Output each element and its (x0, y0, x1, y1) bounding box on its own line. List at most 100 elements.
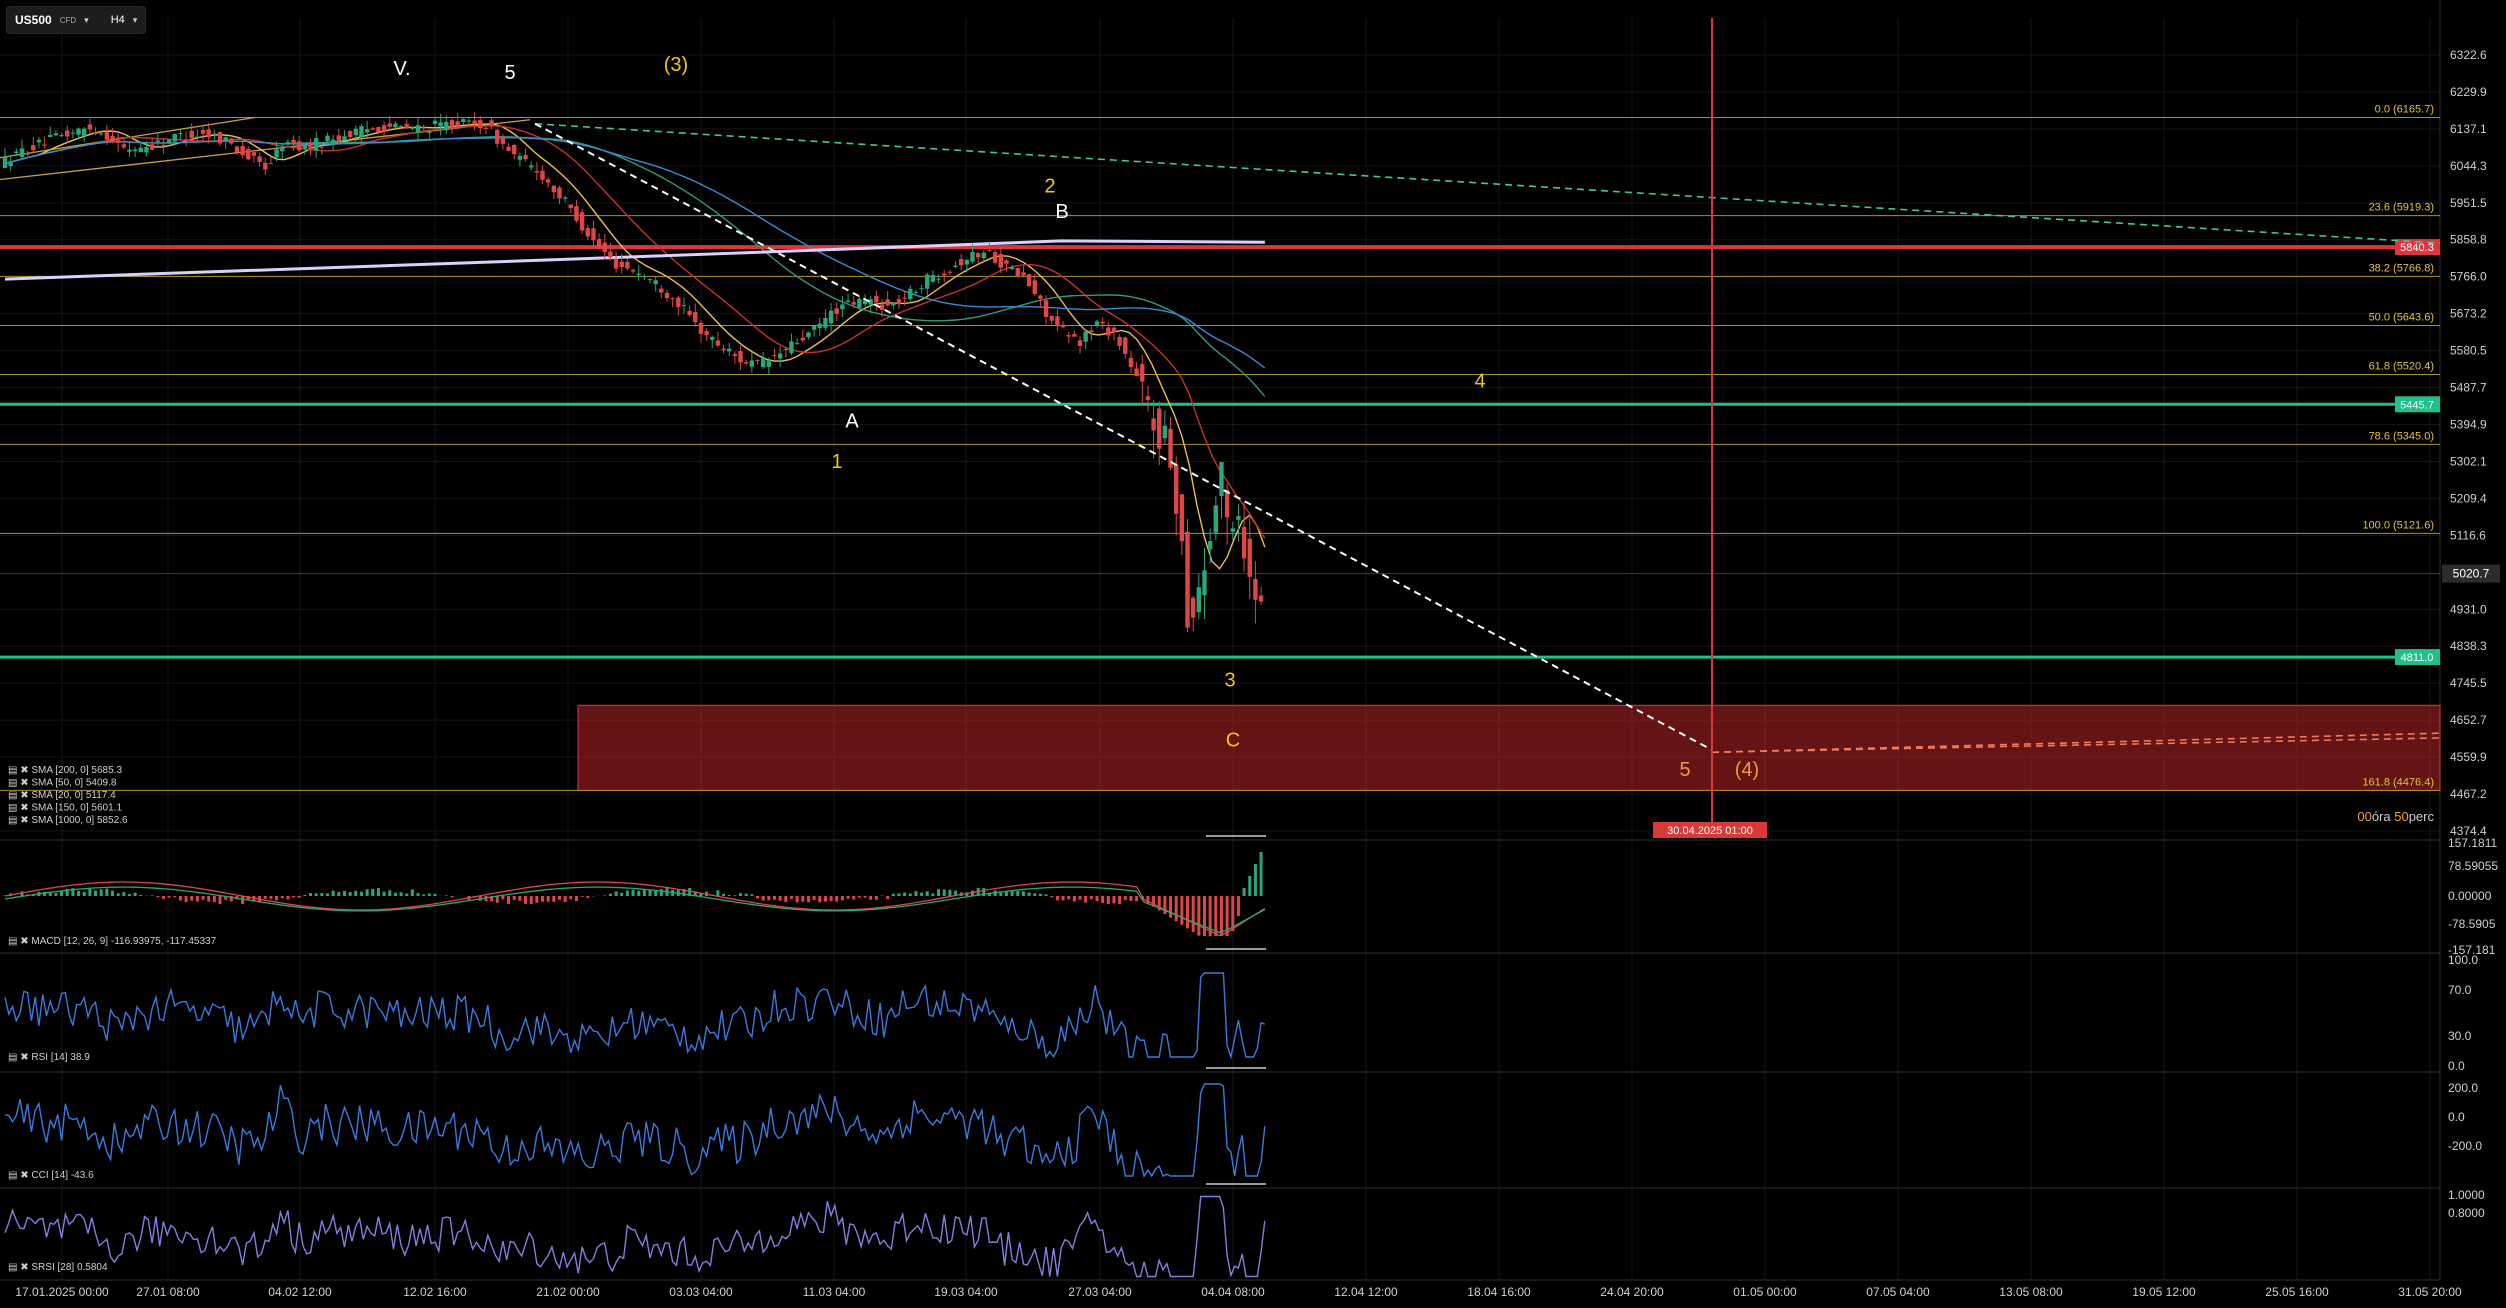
candle-body (959, 259, 964, 266)
macd-histogram-bar (1078, 896, 1082, 900)
candle-body (506, 146, 511, 151)
time-axis-label: 18.04 16:00 (1467, 1285, 1531, 1299)
candle-body (359, 126, 364, 138)
fib-level-label: 61.8 (5520.4) (2369, 361, 2434, 373)
wave-label: 2 (1044, 175, 1055, 197)
candle-body (512, 144, 517, 155)
macd-histogram-bar (518, 896, 522, 901)
candle-body (1111, 327, 1117, 333)
wave-label: 4 (1474, 370, 1485, 392)
candle-body (127, 149, 132, 152)
macd-histogram-bar (173, 896, 177, 898)
sr-level-tag (2395, 649, 2440, 666)
ma-legend-item: ▤ ✖ SMA [1000, 0] 5852.6 (8, 815, 128, 826)
fib-level-label: 0.0 (6165.7) (2375, 103, 2434, 115)
macd-histogram-bar (507, 896, 511, 904)
macd-histogram-bar (1016, 891, 1020, 896)
macd-histogram-bar (207, 896, 211, 902)
wave-label: A (845, 410, 859, 432)
macd-histogram-bar (376, 888, 380, 896)
candle-body (466, 120, 472, 122)
candle-body (387, 123, 392, 127)
candle-body (840, 304, 845, 310)
price-axis-label: 6137.1 (2450, 122, 2487, 136)
indicator-legend: ▤ ✖ SRSI [28] 0.5804 (8, 1262, 108, 1273)
timeframe-label[interactable]: H4 (110, 14, 125, 26)
candle-body (500, 137, 506, 144)
candle-body (427, 131, 432, 133)
candle-body (913, 292, 919, 294)
candle-body (149, 144, 155, 150)
price-axis-label: 5116.6 (2450, 528, 2486, 542)
candle-body (381, 125, 387, 132)
candle-body (738, 351, 743, 363)
candle-body (1241, 527, 1247, 559)
indicator-axis-label: 70.0 (2448, 983, 2472, 997)
candle-body (891, 302, 896, 306)
candle-body (625, 261, 630, 269)
price-axis-label: 4374.4 (2450, 824, 2487, 838)
candle-body (811, 326, 817, 330)
macd-histogram-bar (569, 896, 573, 900)
fib-level-label: 100.0 (5121.6) (2362, 519, 2434, 531)
macd-histogram-bar (161, 896, 165, 899)
time-axis-label: 03.03 04:00 (669, 1285, 733, 1299)
candle-body (834, 308, 839, 314)
candle-body (823, 317, 828, 328)
macd-histogram-bar (812, 896, 816, 900)
macd-histogram-bar (1010, 890, 1014, 896)
candle-body (642, 276, 647, 278)
candle-body (664, 292, 670, 299)
candle-body (942, 273, 947, 276)
macd-histogram-bar (1084, 896, 1088, 903)
candle-body (1038, 295, 1043, 299)
macd-histogram-bar (393, 892, 397, 896)
symbol-selector[interactable]: US500 CFD ▾ H4 ▾ (6, 6, 147, 34)
indicator-axis-label: 1.0000 (2448, 1188, 2485, 1202)
price-axis-label: 5487.7 (2450, 381, 2487, 395)
candle-body (987, 250, 992, 252)
candle-body (1196, 587, 1202, 613)
macd-histogram-bar (416, 893, 420, 896)
price-axis-label: 4838.3 (2450, 639, 2487, 653)
candle-body (1072, 334, 1077, 337)
price-axis-label: 6044.3 (2450, 159, 2487, 173)
time-axis-label: 13.05 08:00 (1999, 1285, 2063, 1299)
macd-histogram-bar (111, 890, 115, 896)
candle-body (908, 288, 913, 300)
time-axis-label: 11.03 04:00 (803, 1285, 866, 1299)
macd-histogram-bar (1067, 896, 1071, 900)
candle-body (138, 147, 143, 152)
macd-histogram-bar (212, 896, 216, 903)
candle-body (975, 253, 981, 258)
macd-histogram-bar (852, 896, 856, 900)
macd-histogram-bar (1118, 896, 1122, 905)
macd-histogram-bar (263, 896, 267, 899)
candle-body (755, 360, 760, 362)
candle-body (925, 274, 930, 289)
chevron-down-icon[interactable]: ▾ (132, 14, 138, 25)
macd-histogram-bar (524, 896, 528, 904)
candle-body (234, 146, 240, 153)
candle-body (1219, 462, 1224, 497)
macd-histogram-bar (331, 890, 335, 896)
macd-histogram-bar (1242, 888, 1246, 896)
macd-histogram-bar (948, 889, 952, 896)
macd-histogram-bar (954, 890, 958, 896)
indicator-axis-label: 30.0 (2448, 1029, 2472, 1043)
trend-line (0, 119, 531, 181)
price-axis-label: 6229.9 (2450, 85, 2487, 99)
candle-body (1094, 321, 1100, 325)
macd-histogram-bar (823, 896, 827, 902)
candle-body (676, 297, 681, 308)
macd-histogram-bar (309, 893, 313, 896)
macd-histogram-bar (586, 896, 590, 898)
cci-line (4, 1083, 1266, 1178)
time-axis-label: 07.05 04:00 (1866, 1285, 1930, 1299)
macd-histogram-bar (1146, 896, 1150, 904)
price-axis-label: 4745.5 (2450, 676, 2487, 690)
candle-body (478, 119, 483, 129)
chevron-down-icon[interactable]: ▾ (84, 14, 89, 25)
symbol-type: CFD (59, 15, 77, 25)
